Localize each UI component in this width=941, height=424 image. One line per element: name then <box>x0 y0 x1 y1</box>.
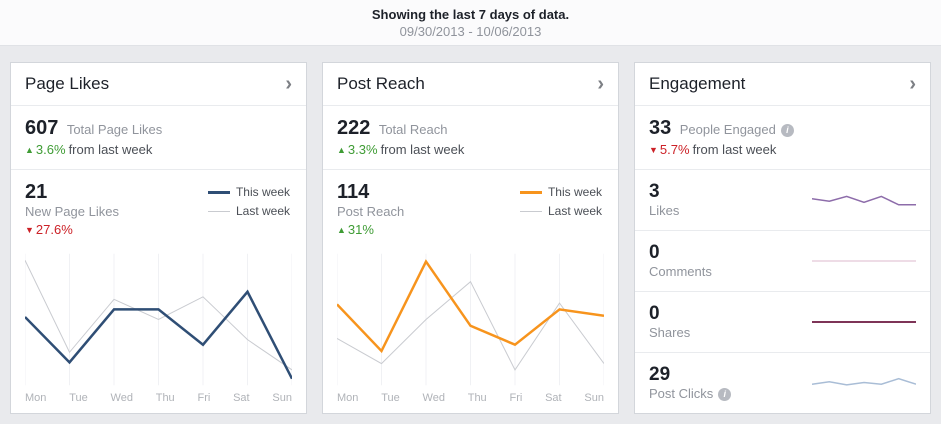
cards-row: Page Likes › 607 Total Page Likes ▲ 3.6% f… <box>0 46 941 424</box>
people-engaged-value: 33 <box>649 117 672 139</box>
x-tick: Wed <box>110 392 133 404</box>
shares-value: 0 <box>649 303 660 324</box>
engagement-card: Engagement › 33 People Engaged i ▼ 5.7% fro… <box>634 62 931 414</box>
likes-metric: 3 Likes <box>649 181 680 219</box>
weekly-post-reach-stat: 114 Post Reach ▲ 31% This week <box>323 170 618 249</box>
legend-last-week: Last week <box>207 204 290 218</box>
this-week-line-swatch <box>519 190 542 194</box>
chevron-right-icon[interactable]: › <box>597 73 604 95</box>
this-week-line-swatch <box>207 190 230 194</box>
total-reach-delta: ▲ 3.3% from last week <box>337 142 465 157</box>
down-arrow-icon: ▼ <box>25 225 34 235</box>
down-arrow-icon: ▼ <box>649 145 658 155</box>
engagement-title: Engagement <box>649 74 746 93</box>
post-clicks-label: Post Clicks i <box>649 386 732 401</box>
x-tick: Sat <box>545 392 562 404</box>
post-reach-card-header[interactable]: Post Reach › <box>323 63 618 106</box>
comments-label: Comments <box>649 264 712 279</box>
total-page-likes-delta: ▲ 3.6% from last week <box>25 142 153 157</box>
post-reach-title: Post Reach <box>337 74 425 93</box>
engagement-row-likes: 3 Likes <box>635 170 930 231</box>
x-tick: Sun <box>584 392 604 404</box>
x-tick: Mon <box>25 392 47 404</box>
last-week-line-swatch <box>519 210 542 212</box>
people-engaged-delta: ▼ 5.7% from last week <box>649 142 777 157</box>
post-reach-legend: This week Last week <box>519 181 604 223</box>
new-page-likes-label: New Page Likes <box>25 204 119 219</box>
people-engaged-label: People Engaged <box>679 122 776 137</box>
chevron-right-icon[interactable]: › <box>285 73 292 95</box>
page-likes-chart <box>25 251 292 388</box>
x-tick: Thu <box>155 392 175 404</box>
engagement-row-shares: 0 Shares <box>635 292 930 353</box>
shares-label: Shares <box>649 325 691 340</box>
weekly-post-reach-label: Post Reach <box>337 204 405 219</box>
likes-sparkline <box>812 187 916 213</box>
chevron-right-icon[interactable]: › <box>909 73 916 95</box>
x-tick: Thu <box>467 392 487 404</box>
weekly-post-reach-delta: ▲ 31% <box>337 222 374 237</box>
total-reach-label: Total Reach <box>378 122 448 137</box>
up-arrow-icon: ▲ <box>337 225 346 235</box>
post-clicks-sparkline <box>812 370 916 396</box>
likes-value: 3 <box>649 181 660 202</box>
banner-date-range: 09/30/2013 - 10/06/2013 <box>399 24 542 39</box>
post-clicks-value: 29 <box>649 364 671 385</box>
up-arrow-icon: ▲ <box>25 145 34 155</box>
new-page-likes-stat: 21 New Page Likes ▼ 27.6% This week <box>11 170 306 249</box>
page-likes-title: Page Likes <box>25 74 110 93</box>
engagement-card-header[interactable]: Engagement › <box>635 63 930 106</box>
comments-value: 0 <box>649 242 660 263</box>
legend-last-week: Last week <box>519 204 602 218</box>
info-icon[interactable]: i <box>780 124 794 137</box>
post-reach-chart <box>337 251 604 388</box>
post-reach-card: Post Reach › 222 Total Reach ▲ 3.3% from l… <box>322 62 619 414</box>
post-reach-x-axis: Mon Tue Wed Thu Fri Sat Sun <box>323 388 618 413</box>
x-tick: Tue <box>69 392 88 404</box>
shares-metric: 0 Shares <box>649 303 691 341</box>
engagement-metric-rows: 3 Likes 0 Comments 0 Shares <box>635 170 930 413</box>
total-page-likes-stat: 607 Total Page Likes ▲ 3.6% from last week <box>11 106 306 170</box>
new-page-likes-value: 21 <box>25 181 48 203</box>
x-tick: Fri <box>197 392 211 404</box>
date-range-banner: Showing the last 7 days of data. 09/30/2… <box>0 0 941 46</box>
x-tick: Wed <box>422 392 445 404</box>
comments-sparkline <box>812 248 916 274</box>
weekly-post-reach-value: 114 <box>337 181 370 203</box>
total-page-likes-label: Total Page Likes <box>66 122 163 137</box>
x-tick: Sat <box>233 392 250 404</box>
banner-title: Showing the last 7 days of data. <box>371 7 570 22</box>
total-reach-value: 222 <box>337 117 371 139</box>
up-arrow-icon: ▲ <box>337 145 346 155</box>
shares-sparkline <box>812 309 916 335</box>
last-week-line-swatch <box>207 210 230 212</box>
total-page-likes-value: 607 <box>25 117 59 139</box>
likes-label: Likes <box>649 203 680 218</box>
x-tick: Tue <box>381 392 400 404</box>
x-tick: Mon <box>337 392 359 404</box>
people-engaged-stat: 33 People Engaged i ▼ 5.7% from last week <box>635 106 930 170</box>
post-reach-chart-area <box>323 249 618 388</box>
page-likes-x-axis: Mon Tue Wed Thu Fri Sat Sun <box>11 388 306 413</box>
engagement-row-post-clicks: 29 Post Clicks i <box>635 353 930 413</box>
page-likes-card-header[interactable]: Page Likes › <box>11 63 306 106</box>
legend-this-week: This week <box>519 185 602 199</box>
engagement-row-comments: 0 Comments <box>635 231 930 292</box>
total-reach-stat: 222 Total Reach ▲ 3.3% from last week <box>323 106 618 170</box>
x-tick: Sun <box>272 392 292 404</box>
post-clicks-metric: 29 Post Clicks i <box>649 364 732 401</box>
page-likes-chart-area <box>11 249 306 388</box>
page-likes-legend: This week Last week <box>207 181 292 223</box>
x-tick: Fri <box>509 392 523 404</box>
legend-this-week: This week <box>207 185 290 199</box>
page-likes-card: Page Likes › 607 Total Page Likes ▲ 3.6% f… <box>10 62 307 414</box>
comments-metric: 0 Comments <box>649 242 712 280</box>
info-icon[interactable]: i <box>718 388 732 401</box>
new-page-likes-delta: ▼ 27.6% <box>25 222 73 237</box>
